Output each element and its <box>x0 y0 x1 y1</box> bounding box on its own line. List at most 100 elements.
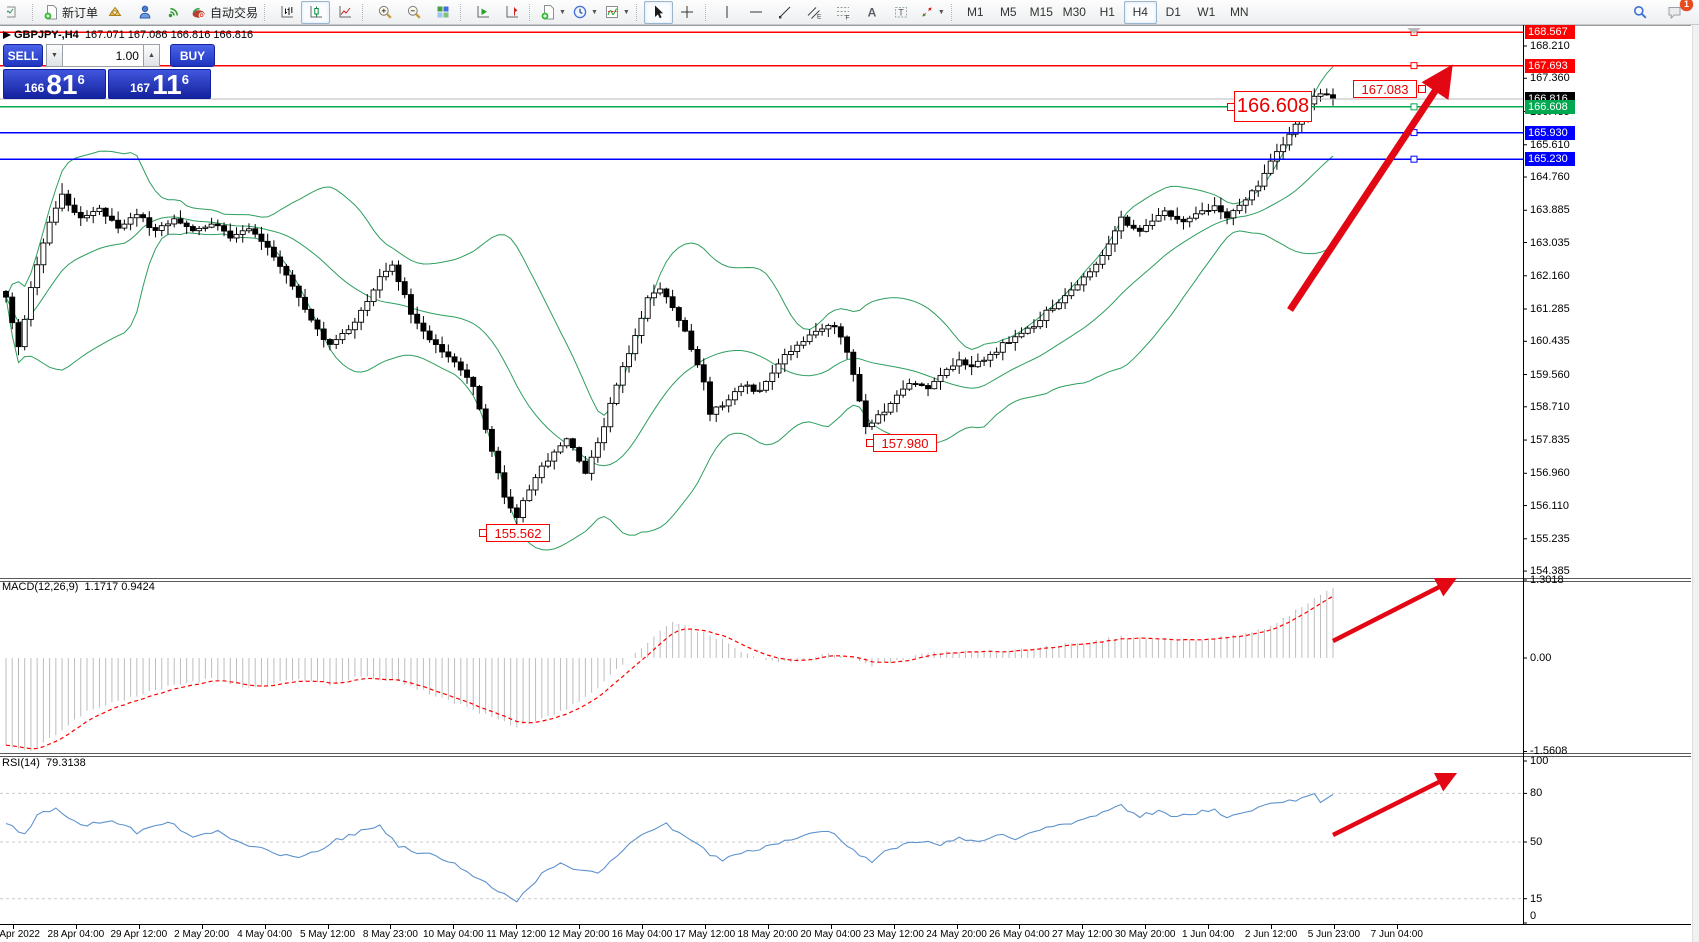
buy-button[interactable]: BUY <box>169 44 215 67</box>
window-scrollbar[interactable] <box>1692 25 1699 942</box>
bar-chart-mode[interactable] <box>272 1 301 24</box>
rsi-trend-arrow[interactable] <box>1331 772 1458 838</box>
annotation-handle[interactable] <box>866 439 874 447</box>
svg-text:A: A <box>868 6 877 20</box>
tf-mn[interactable]: MN <box>1223 1 1256 24</box>
volume-input[interactable] <box>62 44 143 67</box>
price-tick-label: 162.160 <box>1530 269 1570 282</box>
scroll-to-end-marker[interactable] <box>1407 28 1421 34</box>
ask-prefix: 167 <box>130 81 151 95</box>
text-label[interactable]: T <box>887 1 916 24</box>
rsi-axis-label: 15 <box>1530 892 1543 905</box>
horizontal-line[interactable] <box>742 1 771 24</box>
macd-axis-label: 0.00 <box>1530 652 1552 664</box>
time-label: 4 May 04:00 <box>237 929 293 940</box>
sell-button[interactable]: SELL <box>3 44 43 67</box>
time-label: 26 Apr 2022 <box>0 929 40 940</box>
tf-m30[interactable]: M30 <box>1058 1 1091 24</box>
fibonacci-retracement[interactable]: F <box>829 1 858 24</box>
time-label: 26 May 04:00 <box>989 929 1050 940</box>
toolbar-separator <box>950 3 956 21</box>
annotation-handle[interactable] <box>479 529 487 537</box>
line-chart-mode[interactable] <box>330 1 359 24</box>
annotation-handle[interactable] <box>1418 85 1426 93</box>
time-tick <box>767 925 769 929</box>
tf-d1[interactable]: D1 <box>1157 1 1190 24</box>
price-tick-label: 161.285 <box>1530 303 1570 315</box>
time-tick <box>1396 925 1398 929</box>
annotation-handle[interactable] <box>1227 102 1235 111</box>
docplus-icon <box>540 4 556 20</box>
tf-m5[interactable]: M5 <box>992 1 1025 24</box>
bid-sup: 6 <box>77 72 85 87</box>
price-annotation[interactable]: 157.980 <box>873 434 937 452</box>
bid-price[interactable]: 166 81 6 <box>3 69 106 99</box>
macd-trend-arrow[interactable] <box>1331 577 1458 644</box>
tile-windows[interactable] <box>428 1 457 24</box>
cursor[interactable] <box>643 0 673 24</box>
signals[interactable] <box>159 1 188 24</box>
rsi-axis-label: 100 <box>1530 755 1549 767</box>
equidistant-channel[interactable]: E <box>800 1 829 24</box>
price-tick-label: 158.710 <box>1530 400 1570 413</box>
tf-m1[interactable]: M1 <box>959 1 992 24</box>
svg-text:T: T <box>899 8 905 18</box>
ask-price[interactable]: 167 11 6 <box>108 69 211 99</box>
dropdown-arrow-icon: ▼ <box>590 8 598 16</box>
time-label: 5 Jun 23:00 <box>1307 929 1361 940</box>
chart-shift[interactable] <box>497 1 526 24</box>
candle-chart-mode[interactable] <box>301 0 331 24</box>
time-tick <box>13 925 14 929</box>
dropdown-arrow-icon: ▼ <box>937 8 945 16</box>
indicators-menu[interactable]: ▼ <box>601 1 633 24</box>
time-tick <box>642 925 643 929</box>
trend-line[interactable] <box>771 1 800 24</box>
cursor-icon <box>650 4 666 20</box>
rsi-indicator-label: RSI(14) 79.3138 <box>2 757 86 769</box>
zoom-in[interactable] <box>370 1 399 24</box>
auto-scroll[interactable] <box>468 1 497 24</box>
notification-badge: 1 <box>1680 0 1693 11</box>
crosshair[interactable] <box>673 1 702 24</box>
time-axis[interactable] <box>0 925 1699 942</box>
price-annotation[interactable]: 166.608 <box>1234 91 1312 122</box>
tf-m15[interactable]: M15 <box>1025 1 1058 24</box>
bars-icon <box>279 4 295 20</box>
rsi-axis-label: 0 <box>1530 910 1537 922</box>
volume-increase-button[interactable]: ▲ <box>142 44 160 67</box>
new-chart[interactable]: ▼ <box>537 1 569 24</box>
notifications[interactable]: 1 <box>1660 0 1693 24</box>
zoom-out[interactable] <box>399 1 428 24</box>
search[interactable] <box>1625 1 1654 24</box>
svg-text:E: E <box>817 14 822 21</box>
tf-h4[interactable]: H4 <box>1123 0 1157 24</box>
autoscroll-icon <box>475 4 491 20</box>
symbols-window[interactable] <box>0 1 29 24</box>
price-annotation[interactable]: 167.083 <box>1353 80 1417 98</box>
macd-pane <box>5 587 1334 751</box>
chart-canvas[interactable] <box>0 25 1699 942</box>
time-tick <box>1082 925 1084 929</box>
time-tick <box>830 925 832 929</box>
market[interactable] <box>101 1 130 24</box>
toolbar-separator <box>635 3 641 21</box>
time-label: 12 May 20:00 <box>548 929 610 940</box>
candlestick-series <box>3 66 1336 551</box>
time-label: 23 May 12:00 <box>863 929 924 940</box>
volume-decrease-button[interactable]: ▼ <box>45 44 63 67</box>
algo-trading[interactable]: 自动交易 <box>188 1 261 24</box>
tf-h1[interactable]: H1 <box>1091 1 1124 24</box>
community[interactable] <box>130 1 159 24</box>
text[interactable]: A <box>858 1 887 24</box>
price-trend-arrow[interactable] <box>1287 64 1453 312</box>
rsi-axis-label: 50 <box>1530 836 1543 848</box>
new-order[interactable]: 新订单 <box>40 1 101 24</box>
tf-w1[interactable]: W1 <box>1190 1 1223 24</box>
vertical-line[interactable] <box>713 1 742 24</box>
time-tick <box>264 925 266 929</box>
arrow-objects[interactable]: ▼ <box>916 1 948 24</box>
profiles[interactable]: ▼ <box>569 1 601 24</box>
rsi-line <box>5 792 1334 903</box>
bid-big: 81 <box>46 69 78 100</box>
price-annotation[interactable]: 155.562 <box>486 524 550 542</box>
